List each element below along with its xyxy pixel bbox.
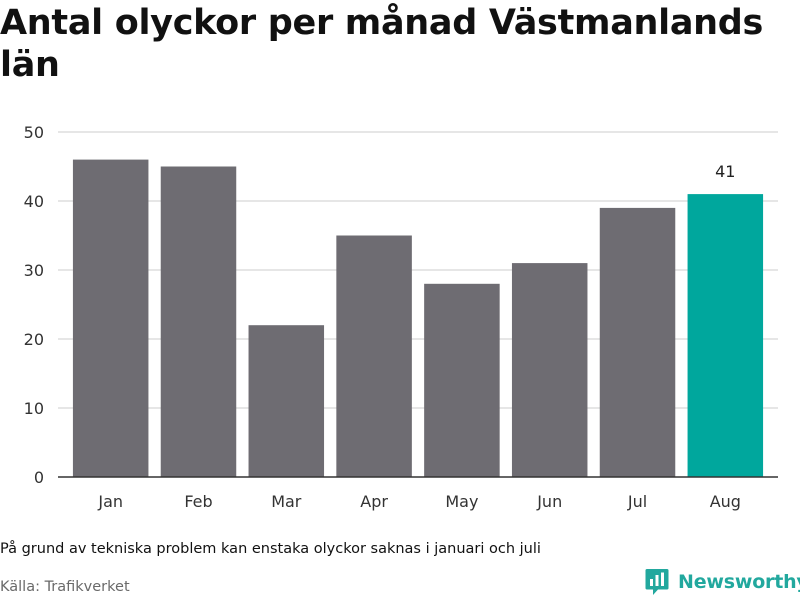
x-tick-label: Apr [360, 492, 388, 511]
source-credit: Källa: Trafikverket [0, 579, 130, 595]
bar-chart: 0 10 20 30 40 50 41 Jan Feb Mar Apr May Jun Jul Aug [24, 123, 778, 511]
y-tick-label: 10 [24, 399, 44, 418]
chart-title: Antal olyckor per månad Västmanlands län [0, 3, 764, 85]
newsworthy-chat-bars-icon [645, 569, 669, 595]
bar-jul [599, 207, 676, 477]
x-tick-label: Feb [184, 492, 212, 511]
data-label: 41 [715, 162, 735, 181]
y-tick-label: 40 [24, 192, 44, 211]
bar-apr [336, 235, 412, 477]
x-axis-ticks: Jan Feb Mar Apr May Jun Jul Aug [97, 492, 741, 511]
y-tick-label: 50 [24, 123, 44, 142]
y-tick-label: 20 [24, 330, 44, 349]
x-tick-label: Jul [627, 492, 647, 511]
data-labels: 41 [715, 162, 735, 181]
bar-may [424, 283, 500, 477]
x-tick-label: Mar [271, 492, 302, 511]
x-tick-label: Jun [536, 492, 562, 511]
y-axis-ticks: 0 10 20 30 40 50 [24, 123, 44, 487]
bar-jun [511, 263, 588, 477]
y-tick-label: 30 [24, 261, 44, 280]
x-tick-label: Jan [97, 492, 123, 511]
newsworthy-logo[interactable]: Newsworthy [645, 568, 800, 596]
brand-name: Newsworthy [678, 571, 800, 593]
bar-mar [248, 325, 325, 477]
x-tick-label: Aug [710, 492, 741, 511]
bars [72, 159, 764, 477]
bar-feb [160, 166, 237, 477]
footnote: På grund av tekniska problem kan enstaka… [0, 541, 541, 557]
y-tick-label: 0 [34, 468, 44, 487]
bar-aug [687, 194, 764, 477]
x-tick-label: May [445, 492, 478, 511]
bar-jan [72, 159, 149, 477]
